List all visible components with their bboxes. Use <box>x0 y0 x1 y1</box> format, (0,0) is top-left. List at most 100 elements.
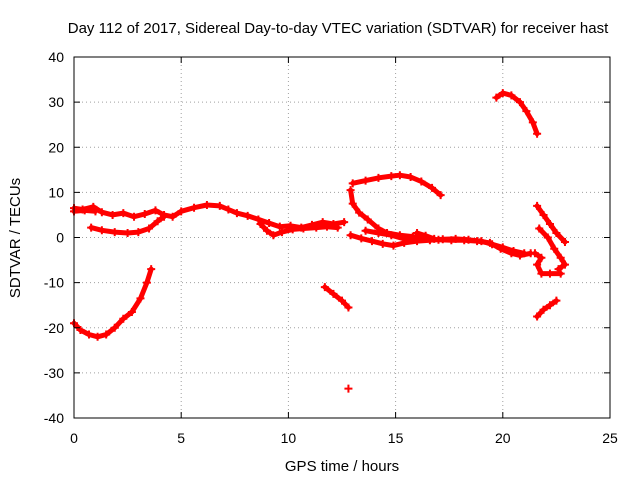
data-series <box>70 89 569 393</box>
data-point-marker <box>539 210 548 219</box>
x-tick-label: 5 <box>177 430 185 446</box>
data-point-marker <box>80 206 89 215</box>
x-tick-label: 20 <box>495 430 511 446</box>
data-point-marker <box>346 186 355 195</box>
data-point-marker <box>224 205 233 214</box>
data-point-marker <box>507 91 516 100</box>
series-track-11 <box>361 226 434 244</box>
data-point-marker <box>361 226 370 235</box>
data-point-marker <box>147 265 156 274</box>
data-point-marker <box>533 129 542 138</box>
data-point-marker <box>400 234 409 243</box>
data-point-marker <box>108 210 117 219</box>
data-point-marker <box>545 301 554 310</box>
data-point-marker <box>556 269 565 278</box>
data-point-marker <box>110 228 119 237</box>
data-point-marker <box>421 231 430 240</box>
series-track-3 <box>87 212 169 237</box>
data-point-marker <box>520 249 529 258</box>
data-point-marker <box>145 224 154 233</box>
data-point-marker <box>413 228 422 237</box>
data-point-marker <box>556 253 565 262</box>
data-point-marker <box>522 107 531 116</box>
data-point-marker <box>215 201 224 210</box>
grid-lines <box>74 57 610 418</box>
data-point-marker <box>361 176 370 185</box>
data-point-marker <box>498 243 507 252</box>
data-point-marker <box>190 203 199 212</box>
data-point-marker <box>543 233 552 242</box>
data-point-marker <box>348 179 357 188</box>
data-point-marker <box>545 269 554 278</box>
data-point-marker <box>552 228 561 237</box>
series-track-15 <box>533 201 569 247</box>
data-point-marker <box>357 234 366 243</box>
data-point-marker <box>329 289 338 298</box>
data-point-marker <box>127 307 136 316</box>
y-tick-label: 10 <box>48 184 64 200</box>
data-point-marker <box>428 183 437 192</box>
data-point-marker <box>417 177 426 186</box>
data-point-marker <box>277 228 286 237</box>
series-line <box>322 284 351 310</box>
data-point-marker <box>560 260 569 269</box>
data-point-marker <box>451 234 460 243</box>
data-point-marker <box>130 212 139 221</box>
x-tick-label: 10 <box>281 430 297 446</box>
series-line <box>71 202 347 231</box>
data-point-marker <box>528 118 537 127</box>
data-point-marker <box>530 249 539 258</box>
series-track-9 <box>346 231 529 258</box>
data-point-marker <box>537 269 546 278</box>
data-point-marker <box>389 241 398 250</box>
data-point-marker <box>492 93 501 102</box>
data-point-marker <box>299 224 308 233</box>
data-point-marker <box>202 201 211 210</box>
data-point-marker <box>85 330 94 339</box>
data-point-marker <box>533 312 542 321</box>
y-tick-label: -10 <box>44 275 64 291</box>
chart-title: Day 112 of 2017, Sidereal Day-to-day VTE… <box>68 20 609 37</box>
y-tick-label: 40 <box>48 49 64 65</box>
data-point-marker <box>552 296 561 305</box>
data-point-marker <box>136 294 145 303</box>
series-track-10 <box>348 171 445 200</box>
data-point-marker <box>102 330 111 339</box>
data-point-marker <box>344 384 353 393</box>
data-point-marker <box>535 224 544 233</box>
data-point-marker <box>509 247 518 256</box>
data-point-marker <box>348 199 357 208</box>
data-point-marker <box>488 240 497 249</box>
data-point-marker <box>110 323 119 332</box>
data-point-marker <box>243 211 252 220</box>
y-tick-label: 0 <box>56 230 64 246</box>
series-track-14 <box>530 249 565 278</box>
data-point-marker <box>151 206 160 215</box>
data-point-marker <box>265 219 274 228</box>
x-tick-label: 25 <box>602 430 618 446</box>
series-track-5 <box>70 265 156 341</box>
data-point-marker <box>346 231 355 240</box>
data-point-marker <box>344 303 353 312</box>
series-track-6 <box>320 283 353 312</box>
x-tick-label: 15 <box>388 430 404 446</box>
data-point-marker <box>395 171 404 180</box>
data-point-marker <box>256 219 265 228</box>
data-point-marker <box>436 191 445 200</box>
data-point-marker <box>142 278 151 287</box>
data-point-marker <box>363 215 372 224</box>
data-point-marker <box>340 218 349 227</box>
y-tick-label: 30 <box>48 94 64 110</box>
data-point-marker <box>355 208 364 217</box>
data-point-marker <box>177 207 186 216</box>
series-track-12 <box>413 228 439 243</box>
data-point-marker <box>123 228 132 237</box>
series-line <box>71 266 154 340</box>
data-point-marker <box>368 237 377 246</box>
data-point-marker <box>119 314 128 323</box>
data-point-marker <box>406 173 415 182</box>
series-track-7 <box>344 384 353 393</box>
data-point-marker <box>430 234 439 243</box>
data-point-marker <box>374 173 383 182</box>
data-point-marker <box>550 244 559 253</box>
